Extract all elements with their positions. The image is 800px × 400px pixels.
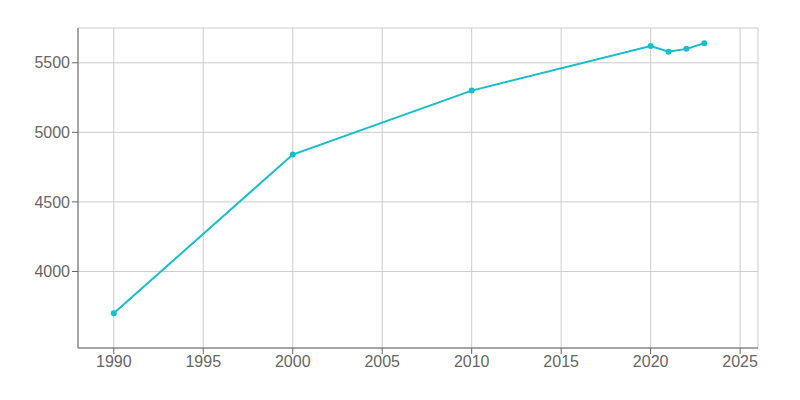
svg-text:4500: 4500 <box>34 194 70 211</box>
svg-text:5500: 5500 <box>34 54 70 71</box>
svg-text:1990: 1990 <box>96 353 132 370</box>
svg-text:2005: 2005 <box>364 353 400 370</box>
svg-text:2015: 2015 <box>543 353 579 370</box>
svg-text:4000: 4000 <box>34 263 70 280</box>
svg-text:2025: 2025 <box>722 353 758 370</box>
svg-text:5000: 5000 <box>34 124 70 141</box>
svg-text:1995: 1995 <box>185 353 221 370</box>
svg-text:2020: 2020 <box>633 353 669 370</box>
svg-text:2000: 2000 <box>275 353 311 370</box>
svg-text:2010: 2010 <box>454 353 490 370</box>
